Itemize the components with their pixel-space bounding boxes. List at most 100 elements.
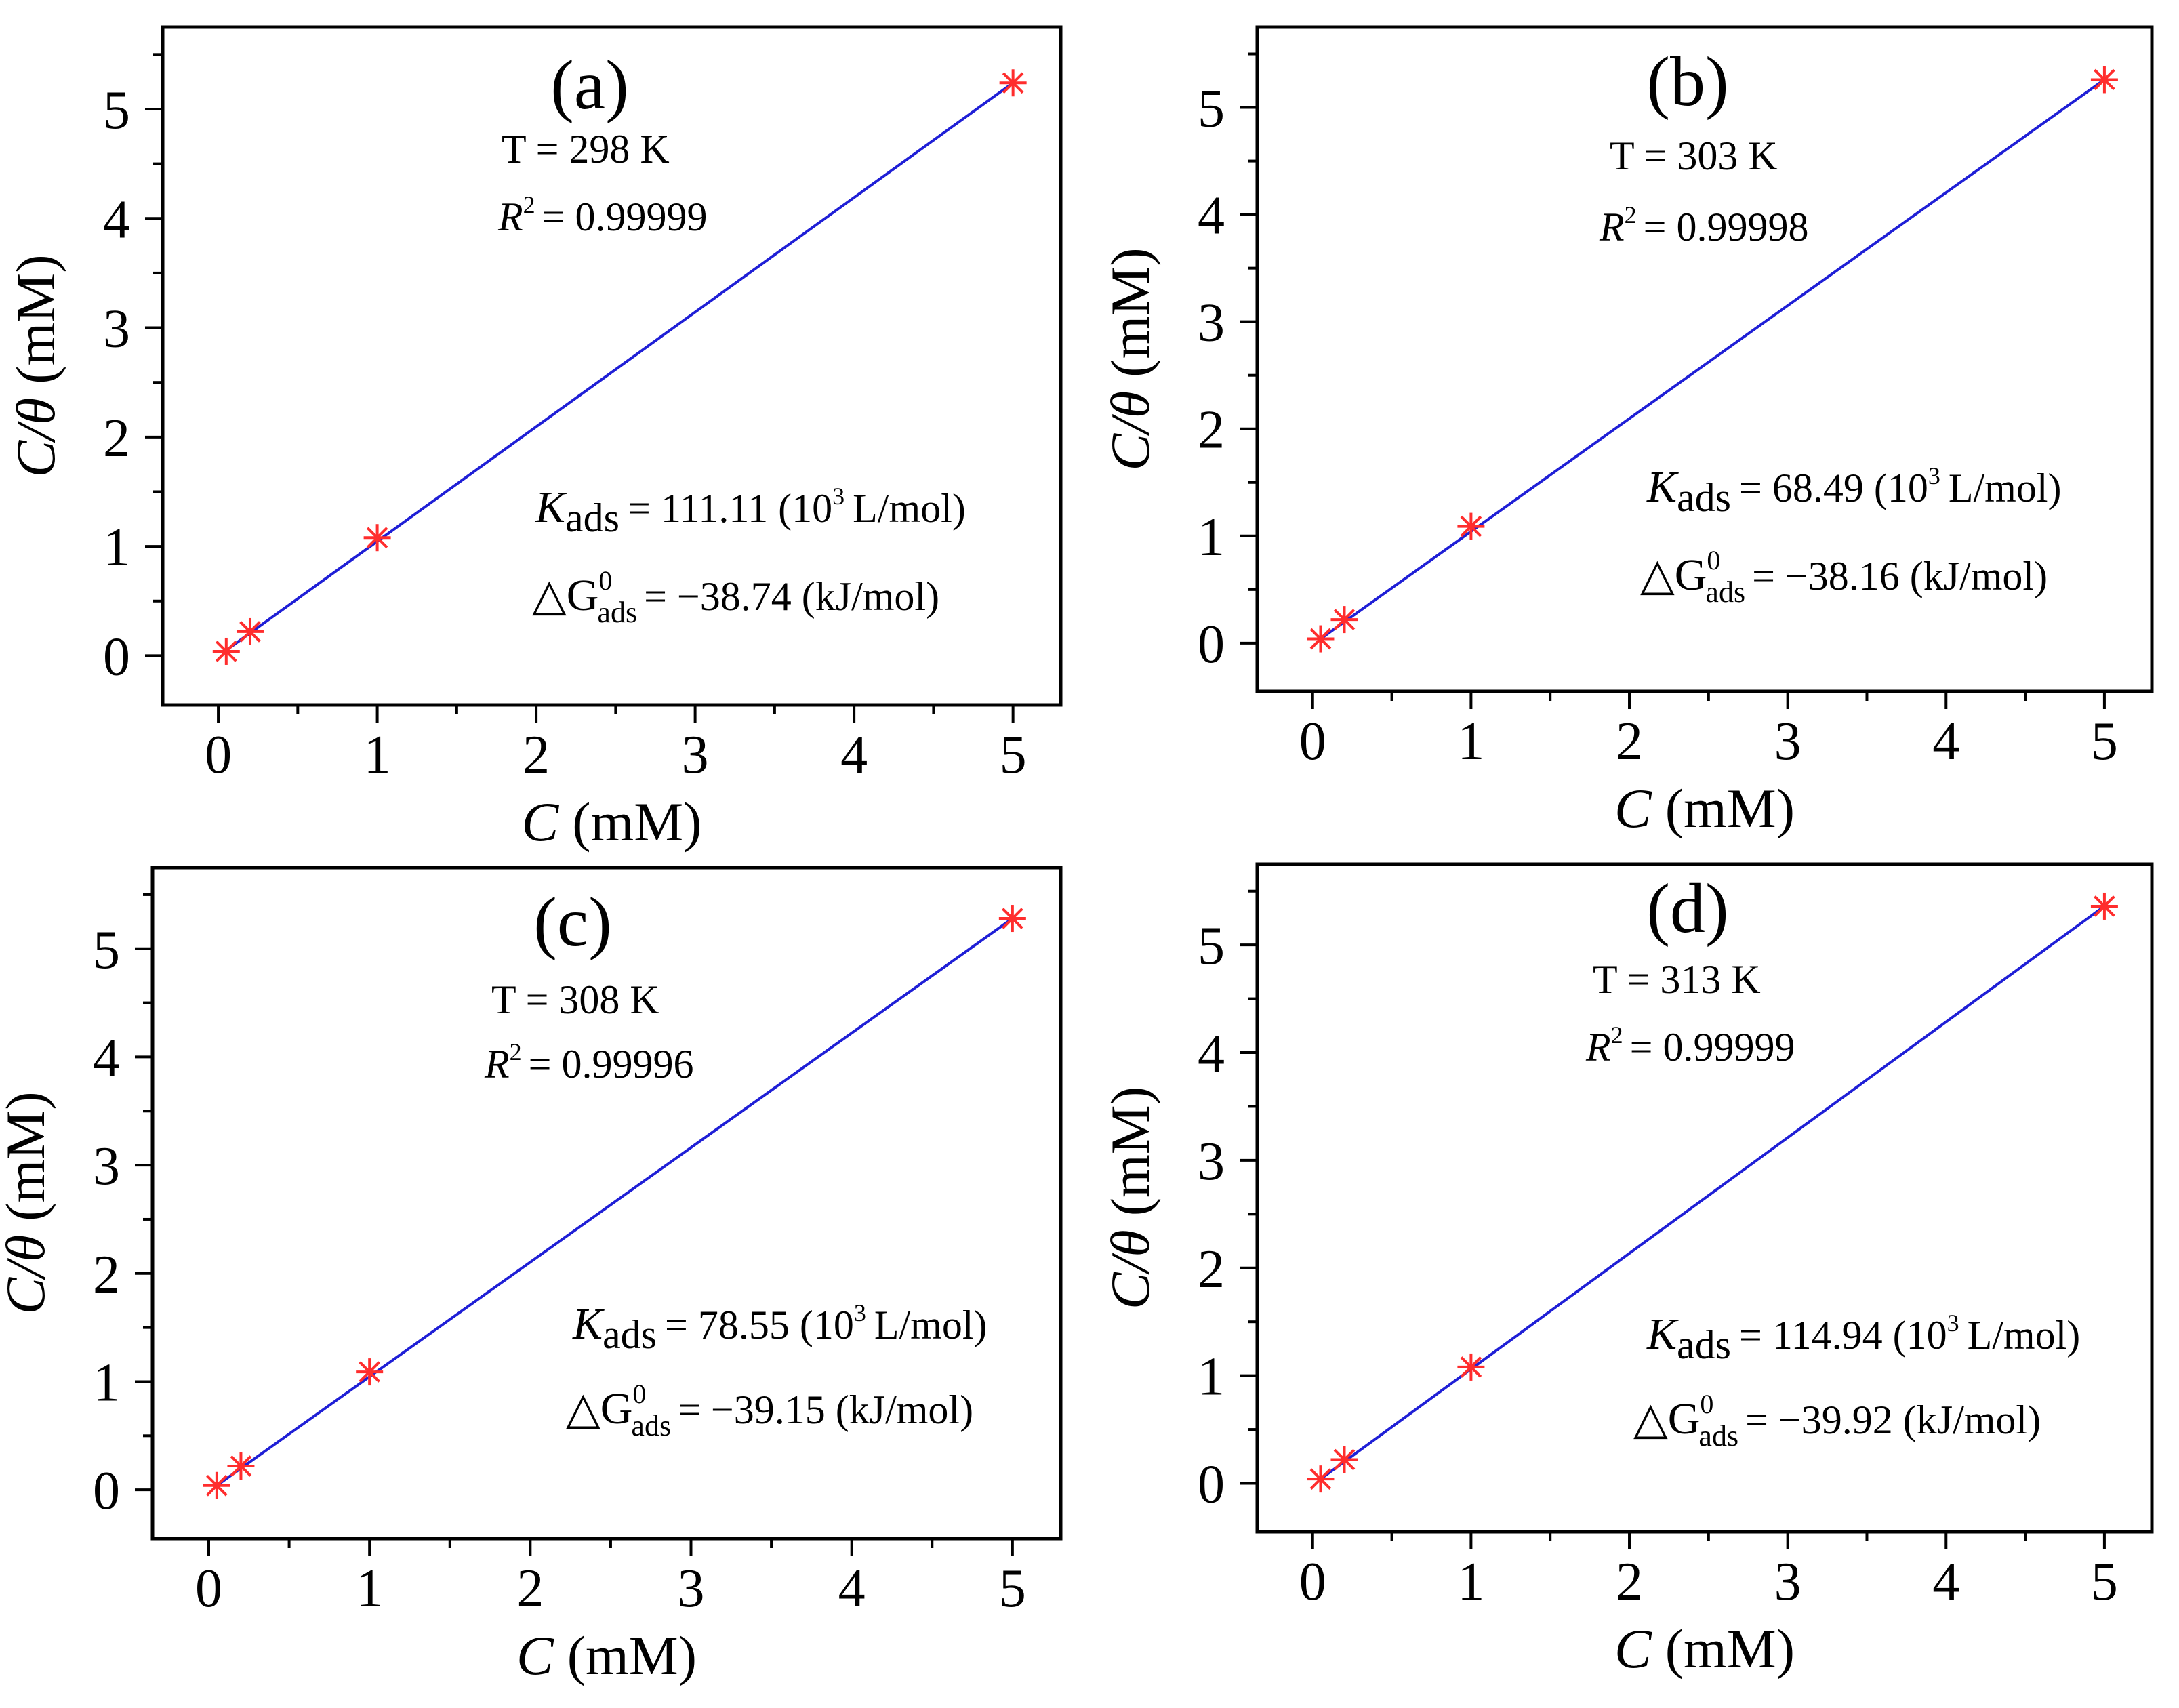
x-tick-label: 2	[516, 1559, 544, 1619]
r-squared-value: = 0.99999	[542, 195, 708, 239]
k-ads-variable: K	[572, 1299, 605, 1349]
y-tick-label: 1	[1198, 508, 1225, 567]
y-tick-label: 3	[103, 300, 130, 359]
marker-stroke	[215, 640, 237, 662]
x-axis-title: C (mM)	[516, 1625, 697, 1686]
k-ads-unit: L/mol)	[1968, 1313, 2081, 1358]
delta-g-label: △G0 ads = −39.92 (kJ/mol)	[1633, 1389, 2041, 1452]
delta-g-symbol: △G	[532, 571, 598, 620]
data-point	[356, 1358, 384, 1386]
r-squared-value: = 0.99999	[1630, 1025, 1795, 1070]
data-point	[1457, 1353, 1485, 1381]
r-squared-superscript: 2	[510, 1038, 522, 1065]
delta-g-value: = −39.92 (kJ/mol)	[1745, 1398, 2041, 1442]
k-ads-label: Kads = 111.11 (103 L/mol)	[535, 483, 966, 540]
delta-g-subscript: ads	[597, 596, 637, 629]
marker-stroke	[1460, 1356, 1482, 1378]
delta-g-superscript: 0	[632, 1379, 646, 1409]
x-axis-title: C (mM)	[1614, 1618, 1795, 1680]
y-tick-label: 4	[1198, 1024, 1225, 1084]
y-axis-variable: C/θ	[1099, 391, 1161, 471]
plot-frame	[1255, 25, 2154, 693]
x-tick-label: 3	[678, 1559, 705, 1619]
y-axis-title: C/θ (mM)	[5, 254, 66, 477]
x-tick-label: 1	[356, 1559, 383, 1619]
k-ads-label: Kads = 114.94 (103 L/mol)	[1646, 1309, 2080, 1367]
r-squared-variable: R	[497, 195, 523, 239]
plot-frame	[150, 866, 1063, 1541]
delta-g-symbol: △G	[1640, 550, 1707, 600]
x-tick-label: 5	[1000, 725, 1027, 785]
y-axis-title: C/θ (mM)	[0, 1091, 56, 1314]
k-ads-value: = 78.55 (10	[665, 1303, 854, 1347]
data-point	[227, 1452, 255, 1480]
y-axis-title: C/θ (mM)	[1099, 247, 1161, 470]
r-squared-value: = 0.99996	[529, 1042, 694, 1086]
marker-stroke	[239, 621, 261, 643]
y-tick-label: 2	[1198, 401, 1225, 460]
y-tick-label: 3	[93, 1137, 120, 1196]
y-tick-label: 5	[93, 920, 120, 980]
x-tick-label: 2	[1616, 1552, 1643, 1612]
data-point	[998, 905, 1026, 933]
x-tick-label: 3	[1774, 1552, 1801, 1612]
fit-line	[1320, 905, 2106, 1480]
k-ads-subscript: ads	[1677, 1322, 1731, 1367]
x-tick-label: 0	[1299, 1552, 1326, 1612]
x-axis-title: C (mM)	[521, 791, 701, 853]
y-tick-label: 5	[1198, 916, 1225, 976]
delta-g-symbol: △G	[1633, 1394, 1700, 1444]
marker-stroke	[359, 1361, 380, 1383]
y-tick-label: 5	[103, 81, 130, 140]
r-squared-superscript: 2	[523, 191, 535, 218]
x-tick-label: 5	[2091, 712, 2118, 771]
x-tick-label: 1	[1457, 712, 1484, 771]
x-tick-label: 4	[1932, 1552, 1959, 1612]
data-point	[1330, 1446, 1358, 1473]
marker-stroke	[1002, 72, 1024, 94]
y-tick-label: 1	[93, 1353, 120, 1412]
y-tick-label: 0	[93, 1461, 120, 1521]
x-tick-label: 5	[2091, 1552, 2118, 1612]
y-axis-variable: C/θ	[5, 398, 66, 478]
delta-g-subscript: ads	[1705, 575, 1745, 609]
data-point	[1307, 1465, 1335, 1493]
marker-stroke	[1333, 1448, 1356, 1471]
k-ads-subscript: ads	[565, 495, 619, 540]
r-squared-label: R2 = 0.99999	[1585, 1021, 1795, 1070]
x-tick-label: 2	[523, 725, 550, 785]
y-axis-unit: (mM)	[0, 1091, 56, 1221]
x-axis-title: C (mM)	[1614, 777, 1795, 839]
data-point	[1457, 512, 1485, 540]
r-squared-label: R2 = 0.99999	[497, 191, 708, 239]
marker-stroke	[1002, 908, 1023, 929]
delta-g-superscript: 0	[1700, 1389, 1713, 1419]
x-axis-variable: C	[516, 1625, 554, 1686]
y-axis-variable: C/θ	[0, 1235, 56, 1315]
y-tick-label: 3	[1198, 293, 1225, 353]
delta-g-value: = −39.15 (kJ/mol)	[678, 1387, 973, 1432]
data-point	[2090, 892, 2118, 920]
marker-stroke	[1333, 609, 1356, 630]
panel-label: (c)	[533, 883, 611, 961]
delta-g-superscript: 0	[1707, 545, 1720, 575]
data-point	[1330, 606, 1358, 634]
temperature-label: T = 303 K	[1610, 134, 1778, 178]
x-tick-label: 0	[1299, 712, 1326, 771]
data-point	[999, 69, 1027, 97]
fit-line	[216, 917, 1014, 1487]
data-point	[363, 524, 391, 552]
k-ads-unit: L/mol)	[874, 1303, 987, 1347]
data-point	[203, 1471, 230, 1499]
k-ads-value: = 68.49 (10	[1739, 466, 1928, 510]
delta-g-label: △G0 ads = −39.15 (kJ/mol)	[566, 1379, 973, 1442]
x-tick-label: 2	[1616, 712, 1643, 771]
marker-stroke	[230, 1455, 252, 1477]
k-ads-variable: K	[1646, 1309, 1679, 1359]
y-tick-label: 3	[1198, 1132, 1225, 1192]
marker-stroke	[2094, 895, 2115, 917]
